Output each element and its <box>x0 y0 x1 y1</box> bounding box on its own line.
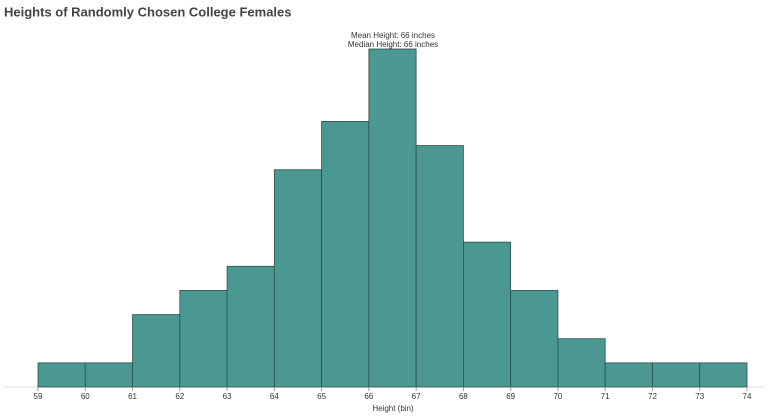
bar <box>226 265 275 388</box>
x-tick-label: 62 <box>175 392 184 401</box>
bar <box>699 362 748 388</box>
bar <box>652 362 701 388</box>
bar <box>368 48 417 388</box>
x-tick-label: 72 <box>648 392 657 401</box>
x-tick-label: 73 <box>695 392 704 401</box>
x-tick-label: 60 <box>81 392 90 401</box>
bar <box>415 145 464 388</box>
bar <box>84 362 133 388</box>
bar <box>37 362 86 388</box>
x-tick-label: 59 <box>34 392 43 401</box>
x-tick-label: 74 <box>743 392 752 401</box>
x-tick-label: 64 <box>270 392 279 401</box>
annotation: Median Height: 66 inches <box>348 40 438 49</box>
x-tick-label: 65 <box>317 392 326 401</box>
bar <box>462 241 512 388</box>
x-axis-label: Height (bin) <box>372 404 414 413</box>
x-tick-label: 67 <box>412 392 421 401</box>
annotation: Mean Height: 66 inches <box>351 31 435 40</box>
x-tick-label: 69 <box>506 392 515 401</box>
x-tick-label: 68 <box>459 392 468 401</box>
chart-title: Heights of Randomly Chosen College Femal… <box>4 4 292 19</box>
x-tick-label: 71 <box>601 392 610 401</box>
bar <box>510 290 559 388</box>
bar <box>273 169 323 388</box>
bar <box>557 338 606 388</box>
bar <box>132 314 181 388</box>
x-tick-label: 66 <box>364 392 373 401</box>
x-tick-label: 70 <box>553 392 562 401</box>
bar <box>179 290 228 388</box>
bar <box>321 121 370 388</box>
x-tick-label: 61 <box>128 392 137 401</box>
bar <box>604 362 653 388</box>
x-tick-label: 63 <box>223 392 232 401</box>
